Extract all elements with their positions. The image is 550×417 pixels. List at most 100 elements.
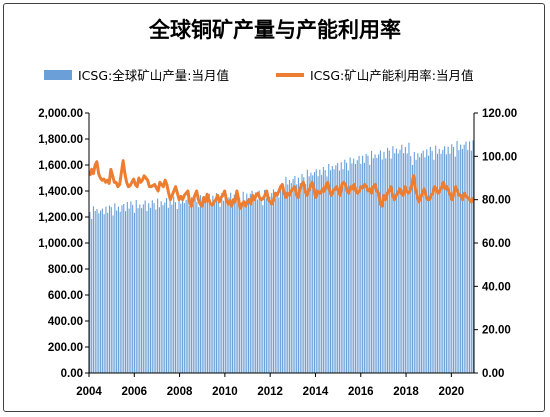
bar	[214, 202, 216, 373]
bar	[411, 165, 414, 373]
bar	[362, 155, 364, 373]
bar	[445, 154, 447, 373]
bar	[356, 160, 358, 373]
bar	[292, 179, 294, 373]
bar	[388, 150, 390, 373]
bar	[114, 203, 116, 373]
bar	[192, 204, 194, 373]
bar	[251, 190, 253, 373]
bar	[353, 158, 355, 373]
bar	[92, 206, 95, 373]
bar	[183, 203, 185, 373]
bar	[278, 197, 280, 373]
bar	[436, 153, 439, 373]
left-tick-label: 1,800.00	[38, 134, 83, 146]
bar	[255, 192, 257, 373]
bar	[467, 149, 469, 373]
bar	[149, 207, 152, 373]
bar	[258, 190, 260, 373]
bar	[237, 191, 239, 373]
legend: ICSG:全球矿山产量:当月值 ICSG:矿山产能利用率:当月值	[44, 68, 473, 83]
bar	[440, 153, 442, 373]
bar	[317, 176, 319, 373]
bar	[219, 206, 221, 373]
x-tick-label: 2008	[167, 386, 193, 398]
legend-swatch-production	[44, 70, 72, 80]
bar	[96, 208, 98, 373]
bar	[215, 193, 217, 373]
bar	[205, 200, 207, 373]
bar	[185, 199, 187, 373]
bar	[403, 153, 405, 373]
bar	[383, 151, 385, 373]
bar	[349, 157, 351, 373]
bar	[244, 200, 246, 373]
bar	[387, 147, 389, 373]
bar	[171, 204, 173, 373]
x-tick-label: 2012	[257, 386, 283, 398]
bar	[468, 141, 471, 373]
bar	[247, 197, 250, 373]
bar	[142, 204, 144, 373]
bar	[370, 150, 373, 373]
bar	[260, 198, 262, 373]
bar	[340, 162, 342, 373]
bar	[272, 189, 275, 373]
bar	[189, 205, 191, 373]
bar	[321, 174, 323, 373]
bar	[422, 150, 424, 373]
bar	[176, 208, 178, 373]
bar	[108, 205, 111, 373]
bar	[369, 164, 371, 373]
bar	[433, 159, 435, 373]
bar	[347, 170, 349, 373]
bar	[285, 176, 287, 373]
bar	[269, 196, 271, 373]
bar	[312, 175, 314, 373]
bar	[206, 198, 209, 373]
bar	[123, 204, 125, 373]
bar	[454, 156, 456, 373]
bar	[132, 205, 134, 373]
bar	[415, 159, 417, 373]
bar	[130, 201, 132, 373]
bar	[313, 172, 316, 373]
bar	[162, 205, 164, 373]
bar	[287, 184, 289, 373]
bar	[280, 188, 282, 373]
bar	[395, 148, 398, 373]
bar	[429, 146, 431, 373]
x-tick-label: 2004	[76, 386, 102, 398]
bar	[167, 207, 169, 373]
bar	[351, 163, 353, 373]
bar	[212, 195, 214, 373]
bar	[228, 197, 230, 373]
right-tick-label: 60.00	[482, 238, 511, 250]
bar	[447, 146, 449, 373]
bar	[173, 196, 175, 373]
bar	[221, 192, 223, 373]
bar	[158, 207, 160, 373]
bar	[329, 170, 332, 373]
bar	[107, 212, 109, 373]
bar	[406, 153, 408, 373]
bar	[367, 155, 369, 373]
bar	[410, 156, 412, 373]
bar	[112, 215, 114, 373]
left-tick-label: 0.00	[61, 368, 83, 380]
bar	[428, 155, 430, 373]
bar	[101, 208, 103, 373]
left-tick-label: 1,200.00	[38, 212, 83, 224]
bar	[401, 144, 403, 373]
bar	[288, 179, 291, 373]
bar	[385, 158, 387, 373]
bar	[413, 152, 415, 373]
bar	[117, 206, 119, 373]
bar-series-production	[89, 140, 474, 373]
bar	[217, 199, 219, 373]
bar	[360, 163, 362, 373]
bar	[231, 203, 234, 373]
bar	[208, 193, 210, 373]
bar	[276, 192, 278, 373]
